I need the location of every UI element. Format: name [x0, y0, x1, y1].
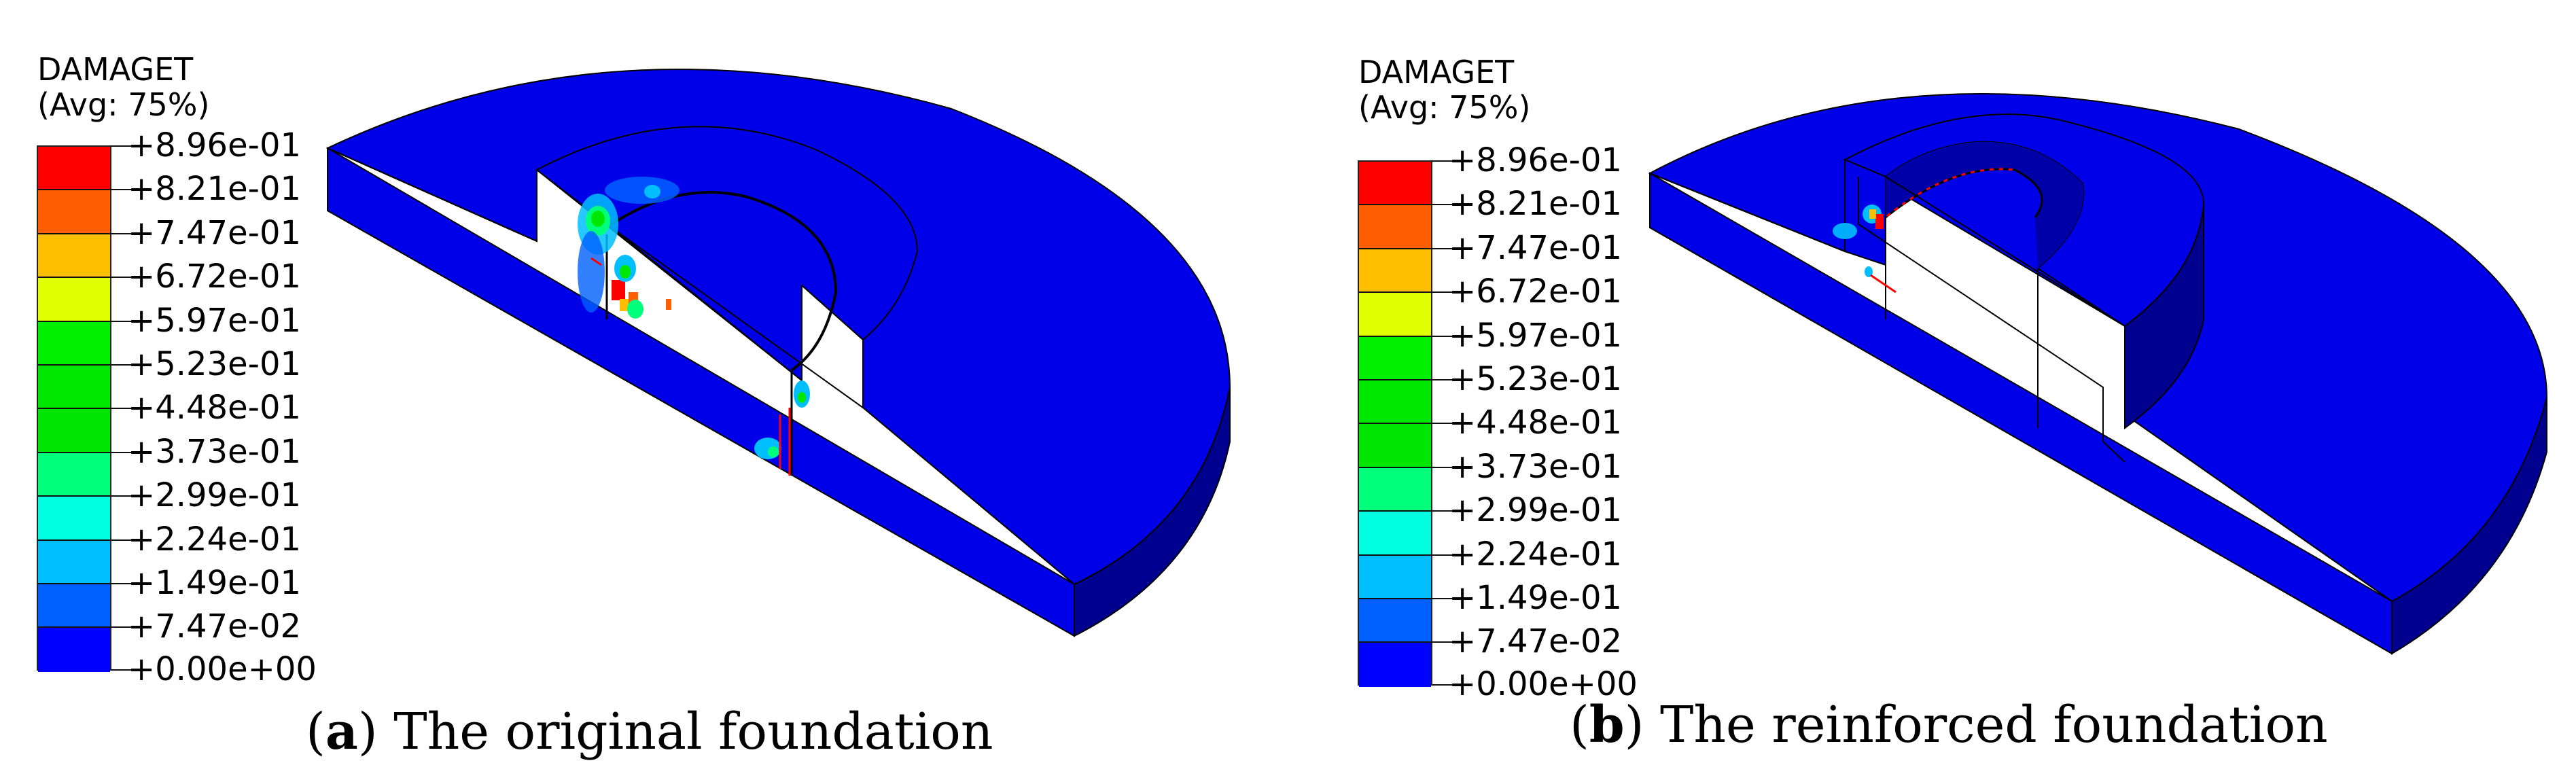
- legend-band-2: [38, 190, 110, 234]
- legend-tick: [110, 495, 135, 497]
- legend-tick: [1431, 160, 1455, 162]
- caption-a: (a) The original foundation: [306, 701, 993, 762]
- legend-band-7: [38, 409, 110, 453]
- legend-tick-label: +1.49e-01: [128, 564, 302, 602]
- caption-b: (b) The reinforced foundation: [1570, 694, 2328, 756]
- caption-text: The reinforced foundation: [1644, 696, 2328, 754]
- caption-close-paren: ): [357, 703, 378, 761]
- legend-tick: [1431, 423, 1455, 424]
- legend-band-4: [38, 278, 110, 322]
- legend-tick: [1431, 336, 1455, 337]
- legend-color-bar: [37, 145, 111, 672]
- caption-close-paren: ): [1624, 696, 1644, 754]
- legend-tick-label: +7.47e-02: [1449, 622, 1623, 660]
- caption-letter: b: [1589, 696, 1625, 754]
- legend-tick-label: +4.48e-01: [128, 389, 302, 427]
- legend-averaging-note: (Avg: 75%): [37, 86, 210, 123]
- panel-reinforced-foundation: DAMAGET (Avg: 75%) +8.96e-01 +8.21e-01 +…: [1288, 0, 2576, 780]
- legend-variable-title: DAMAGET: [37, 51, 194, 88]
- legend-tick-label: +2.99e-01: [1449, 491, 1623, 529]
- legend-tick-label: +2.24e-01: [128, 520, 302, 559]
- legend-tick: [1431, 598, 1455, 599]
- legend-tick-label: +7.47e-01: [128, 214, 302, 252]
- legend-tick: [110, 583, 135, 584]
- caption-open-paren: (: [306, 703, 325, 761]
- legend-tick: [110, 408, 135, 409]
- legend-band-12: [1359, 643, 1431, 687]
- caption-letter: a: [325, 703, 358, 761]
- legend-tick: [1431, 510, 1455, 512]
- legend-tick: [110, 669, 135, 671]
- legend-band-5: [38, 321, 110, 366]
- legend-tick: [1431, 684, 1455, 686]
- legend-tick-label: +8.96e-01: [1449, 141, 1623, 179]
- legend-band-3: [1359, 249, 1431, 294]
- legend-variable-title: DAMAGET: [1358, 54, 1515, 90]
- legend-band-10: [1359, 555, 1431, 599]
- legend-tick-label: +5.97e-01: [1449, 317, 1623, 355]
- legend-band-6: [38, 365, 110, 410]
- legend-tick-label: +1.49e-01: [1449, 579, 1623, 617]
- legend-band-1: [1359, 162, 1431, 206]
- legend-band-8: [38, 453, 110, 497]
- legend-tick-label: +6.72e-01: [128, 258, 302, 296]
- legend-tick: [110, 277, 135, 278]
- legend-tick-label: +5.23e-01: [1449, 360, 1623, 398]
- legend-tick: [110, 452, 135, 453]
- legend-band-4: [1359, 293, 1431, 337]
- legend-band-1: [38, 147, 110, 191]
- legend-tick: [1431, 379, 1455, 380]
- legend-band-11: [1359, 599, 1431, 643]
- legend-tick: [1431, 641, 1455, 643]
- legend-tick-label: +8.21e-01: [1449, 185, 1623, 223]
- legend-band-8: [1359, 467, 1431, 512]
- legend-tick-label: +4.48e-01: [1449, 404, 1623, 442]
- legend-tick: [110, 539, 135, 541]
- legend-band-10: [38, 540, 110, 584]
- legend-tick: [110, 626, 135, 628]
- panel-original-foundation: DAMAGET (Avg: 75%) +8.96e-01 +8.21e-01 +…: [37, 51, 1231, 762]
- legend-tick: [1431, 248, 1455, 249]
- fea-model-original: [325, 69, 1231, 637]
- legend-tick-label: +7.47e-01: [1449, 229, 1623, 267]
- legend-band-3: [38, 234, 110, 279]
- legend-tick-label: +7.47e-02: [128, 607, 302, 645]
- legend-tick: [110, 233, 135, 234]
- legend-band-2: [1359, 205, 1431, 249]
- legend-tick: [110, 321, 135, 322]
- legend-tick: [1431, 467, 1455, 468]
- legend-band-7: [1359, 424, 1431, 468]
- legend-tick-label: +3.73e-01: [128, 433, 302, 471]
- legend-band-5: [1359, 336, 1431, 380]
- legend-tick-label: +3.73e-01: [1449, 448, 1623, 486]
- legend-tick: [110, 145, 135, 147]
- legend-tick-label: +8.21e-01: [128, 170, 302, 208]
- legend-tick-label: +2.99e-01: [128, 476, 302, 514]
- legend-tick: [110, 364, 135, 366]
- legend-color-bar: [1358, 160, 1432, 687]
- legend-tick: [110, 189, 135, 190]
- legend-tick: [1431, 204, 1455, 205]
- legend-band-12: [38, 628, 110, 672]
- legend-band-11: [38, 584, 110, 628]
- legend-tick-label: +0.00e+00: [128, 650, 317, 688]
- legend-band-9: [38, 497, 110, 541]
- legend-band-9: [1359, 512, 1431, 556]
- legend-tick-label: +5.97e-01: [128, 302, 302, 340]
- legend-tick-label: +6.72e-01: [1449, 272, 1623, 311]
- legend-band-6: [1359, 380, 1431, 425]
- legend-tick-label: +2.24e-01: [1449, 535, 1623, 573]
- legend-averaging-note: (Avg: 75%): [1358, 89, 1531, 126]
- legend-tick: [1431, 554, 1455, 556]
- legend-tick-label: +5.23e-01: [128, 345, 302, 383]
- fea-model-reinforced: [1648, 93, 2548, 655]
- caption-text: The original foundation: [377, 703, 993, 761]
- caption-open-paren: (: [1570, 696, 1589, 754]
- legend-tick-label: +8.96e-01: [128, 126, 302, 164]
- legend-tick: [1431, 291, 1455, 293]
- legend-tick-label: +0.00e+00: [1449, 665, 1638, 703]
